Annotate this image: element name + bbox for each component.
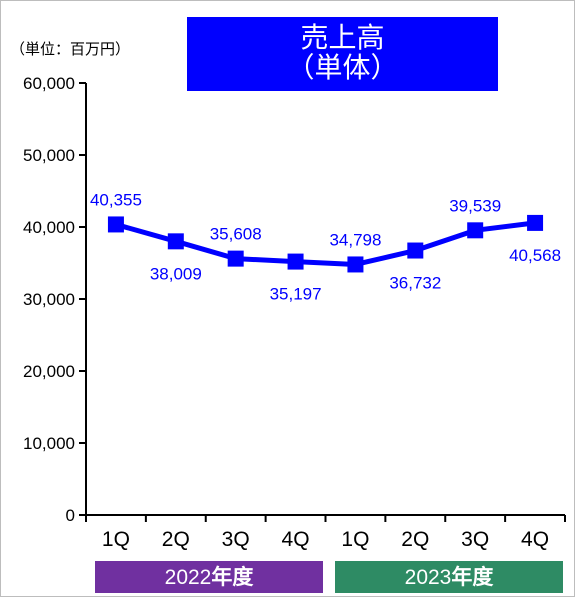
y-tick-label: 40,000 [23,218,75,237]
y-tick-label: 20,000 [23,362,75,381]
data-point [347,256,364,273]
data-labels: 40,355 38,009 35,608 35,197 34,798 36,732 39,5… [90,190,561,303]
data-label: 40,568 [509,246,561,265]
chart-title: 売上高 [300,21,385,54]
y-tick-label: 10,000 [23,434,75,453]
y-tick-label: 30,000 [23,290,75,309]
x-tick-label: 1Q [102,528,130,551]
data-point [467,222,484,239]
data-point [227,250,244,267]
y-tick-label: 50,000 [23,146,75,165]
y-axis-ticks: 0 10,000 20,000 30,000 40,000 50,000 60,000 [23,74,86,525]
year-suffix: 年度 [211,565,254,589]
x-tick-label: 1Q [341,528,369,551]
y-tick-label: 0 [66,506,75,525]
data-label: 40,355 [90,190,142,209]
year-band-2022: 2022年度 [95,561,323,593]
data-point [527,214,544,231]
unit-label: （単位：百万円） [10,40,131,58]
data-point [107,216,124,233]
year-number: 2023 [404,566,452,589]
data-point [407,242,424,259]
data-label: 34,798 [329,230,381,249]
year-band-2023: 2023年度 [335,561,563,593]
data-label: 35,608 [210,225,262,244]
data-point [167,233,184,250]
data-label: 39,539 [449,196,501,215]
year-number: 2022 [164,566,212,589]
series-line [115,220,536,267]
chart-axes [85,83,565,516]
x-tick-label: 4Q [282,528,310,551]
x-axis-ticks: 1Q 2Q 3Q 4Q 1Q 2Q 3Q 4Q [85,515,566,551]
chart-subtitle: （単体） [286,51,399,84]
x-tick-label: 2Q [401,528,429,551]
year-suffix: 年度 [451,565,494,589]
data-label: 35,197 [270,285,322,304]
x-tick-label: 3Q [222,528,250,551]
data-point [287,253,304,270]
y-tick-label: 60,000 [23,74,75,93]
series-sales [107,214,544,273]
data-label: 36,732 [389,274,441,293]
x-tick-label: 2Q [162,528,190,551]
x-tick-label: 4Q [521,528,549,551]
x-tick-label: 3Q [461,528,489,551]
data-label: 38,009 [150,264,202,283]
chart-title-box: 売上高 （単体） [187,17,498,91]
